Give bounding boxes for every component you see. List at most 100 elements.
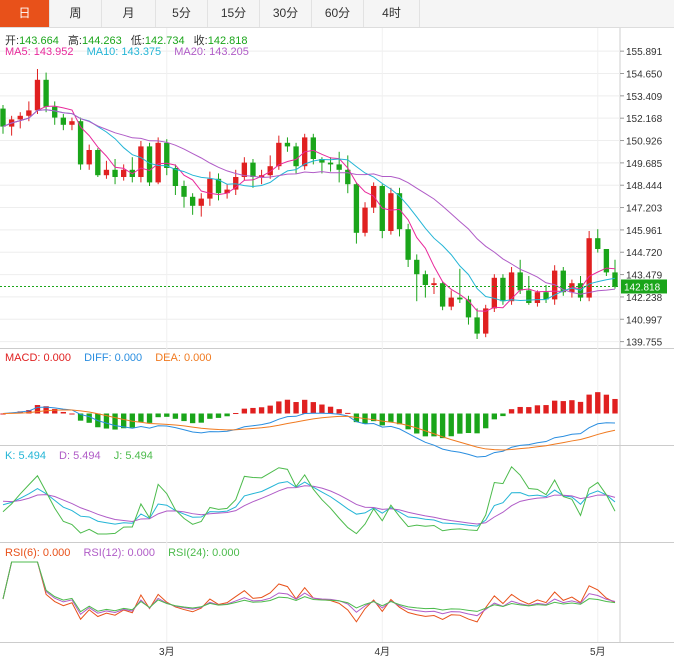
low-value: 142.734	[144, 35, 185, 47]
macd-legend: MACD: 0.000 DIFF: 0.000 DEA: 0.000	[5, 352, 212, 364]
macd-bar	[595, 392, 601, 414]
tab-month[interactable]: 月	[102, 0, 156, 27]
macd-bar	[448, 413, 454, 437]
macd-bar	[379, 413, 385, 426]
open-value: 143.664	[19, 35, 59, 47]
candle-down	[465, 299, 472, 318]
diff-value: DIFF: 0.000	[84, 352, 143, 364]
macd-bar	[189, 413, 196, 424]
price-tick-label: 139.755	[626, 338, 663, 349]
tab-30min[interactable]: 30分	[260, 0, 312, 27]
j-line	[2, 465, 616, 535]
price-tick-label: 153.409	[626, 92, 663, 103]
k-line	[2, 481, 616, 527]
candle-down	[77, 121, 84, 165]
rsi6-value: RSI(6): 0.000	[5, 547, 71, 559]
tab-week[interactable]: 周	[50, 0, 102, 27]
macd-bar	[121, 413, 127, 429]
candle-up	[155, 142, 161, 183]
candle-down	[517, 272, 523, 291]
macd-value: MACD: 0.000	[5, 352, 72, 364]
macd-bar	[103, 413, 110, 429]
diff-line	[2, 406, 616, 458]
candle-down	[327, 162, 334, 165]
period-tab-bar: 日 周 月 5分 15分 30分 60分 4时	[0, 0, 674, 28]
candle-down	[345, 169, 351, 185]
ohlc-legend: 开:143.664 高:144.263 低:142.734 收:142.818	[5, 32, 248, 48]
macd-bar	[241, 408, 248, 414]
macd-bar	[500, 413, 506, 417]
macd-bar	[155, 413, 161, 418]
tab-15min[interactable]: 15分	[208, 0, 260, 27]
price-tick-label: 147.203	[626, 204, 663, 215]
date-axis: 3月 4月 5月	[159, 646, 606, 658]
macd-bar	[112, 413, 118, 430]
candle-down	[189, 196, 196, 206]
candle-down	[172, 168, 179, 186]
macd-bar	[215, 413, 222, 418]
macd-bar	[276, 401, 282, 414]
k-value: K: 5.494	[5, 450, 46, 462]
candles-layer	[0, 69, 618, 339]
price-tick-label: 140.997	[626, 315, 663, 326]
high-value: 144.263	[81, 35, 122, 47]
candle-down	[405, 229, 411, 260]
dea-value: DEA: 0.000	[155, 352, 212, 364]
candle-down	[52, 106, 58, 118]
candle-down	[595, 238, 601, 249]
macd-bar	[86, 413, 92, 423]
macd-bar	[396, 413, 403, 425]
macd-bar	[310, 402, 316, 414]
ma-legend: MA5: 143.952 MA10: 143.375 MA20: 143.205	[5, 46, 249, 58]
macd-bar	[284, 399, 291, 414]
last-price-tag	[621, 279, 667, 294]
macd-bar	[129, 413, 135, 428]
candle-down	[215, 178, 222, 194]
candle-down	[164, 142, 170, 168]
candle-up	[534, 292, 541, 303]
d-line	[2, 485, 616, 525]
candle-up	[207, 178, 213, 199]
kdj-legend: K: 5.494 D: 5.494 J: 5.494	[5, 450, 153, 462]
macd-bar	[77, 413, 84, 421]
macd-bar	[224, 413, 230, 417]
price-tick-label: 143.479	[626, 271, 663, 282]
candle-up	[448, 297, 454, 307]
price-tick-label: 155.891	[626, 47, 663, 58]
macd-bar	[146, 413, 153, 423]
last-price-label: 142.818	[624, 282, 661, 293]
macd-bar	[508, 409, 515, 414]
price-tick-label: 142.238	[626, 293, 663, 304]
candle-up	[34, 79, 41, 111]
macd-bar	[431, 413, 437, 437]
moving-averages-layer	[2, 105, 616, 312]
macd-bar	[517, 406, 523, 414]
rsi24-line	[2, 561, 616, 613]
candle-up	[138, 146, 144, 177]
candle-down	[181, 186, 187, 197]
candle-up	[86, 150, 92, 165]
candle-down	[310, 137, 316, 159]
candle-down	[250, 162, 256, 177]
macd-bar	[34, 405, 41, 414]
price-tick-label: 154.650	[626, 70, 663, 81]
candle-down	[603, 249, 610, 273]
tab-5min[interactable]: 5分	[156, 0, 208, 27]
macd-bar	[0, 413, 6, 415]
macd-bar	[233, 413, 239, 415]
price-tick-label: 144.720	[626, 248, 663, 259]
ma5-legend: MA5: 143.952	[5, 46, 74, 58]
macd-bar	[414, 413, 420, 434]
tab-60min[interactable]: 60分	[312, 0, 364, 27]
candle-up	[267, 166, 273, 176]
macd-bar	[603, 394, 610, 414]
tab-4hour[interactable]: 4时	[364, 0, 420, 27]
rsi-panel	[2, 561, 616, 623]
tab-day[interactable]: 日	[0, 0, 50, 27]
rsi12-value: RSI(12): 0.000	[83, 547, 156, 559]
candle-down	[414, 259, 420, 275]
macd-bar	[336, 409, 342, 414]
candle-down	[560, 270, 566, 293]
candle-down	[612, 272, 618, 287]
